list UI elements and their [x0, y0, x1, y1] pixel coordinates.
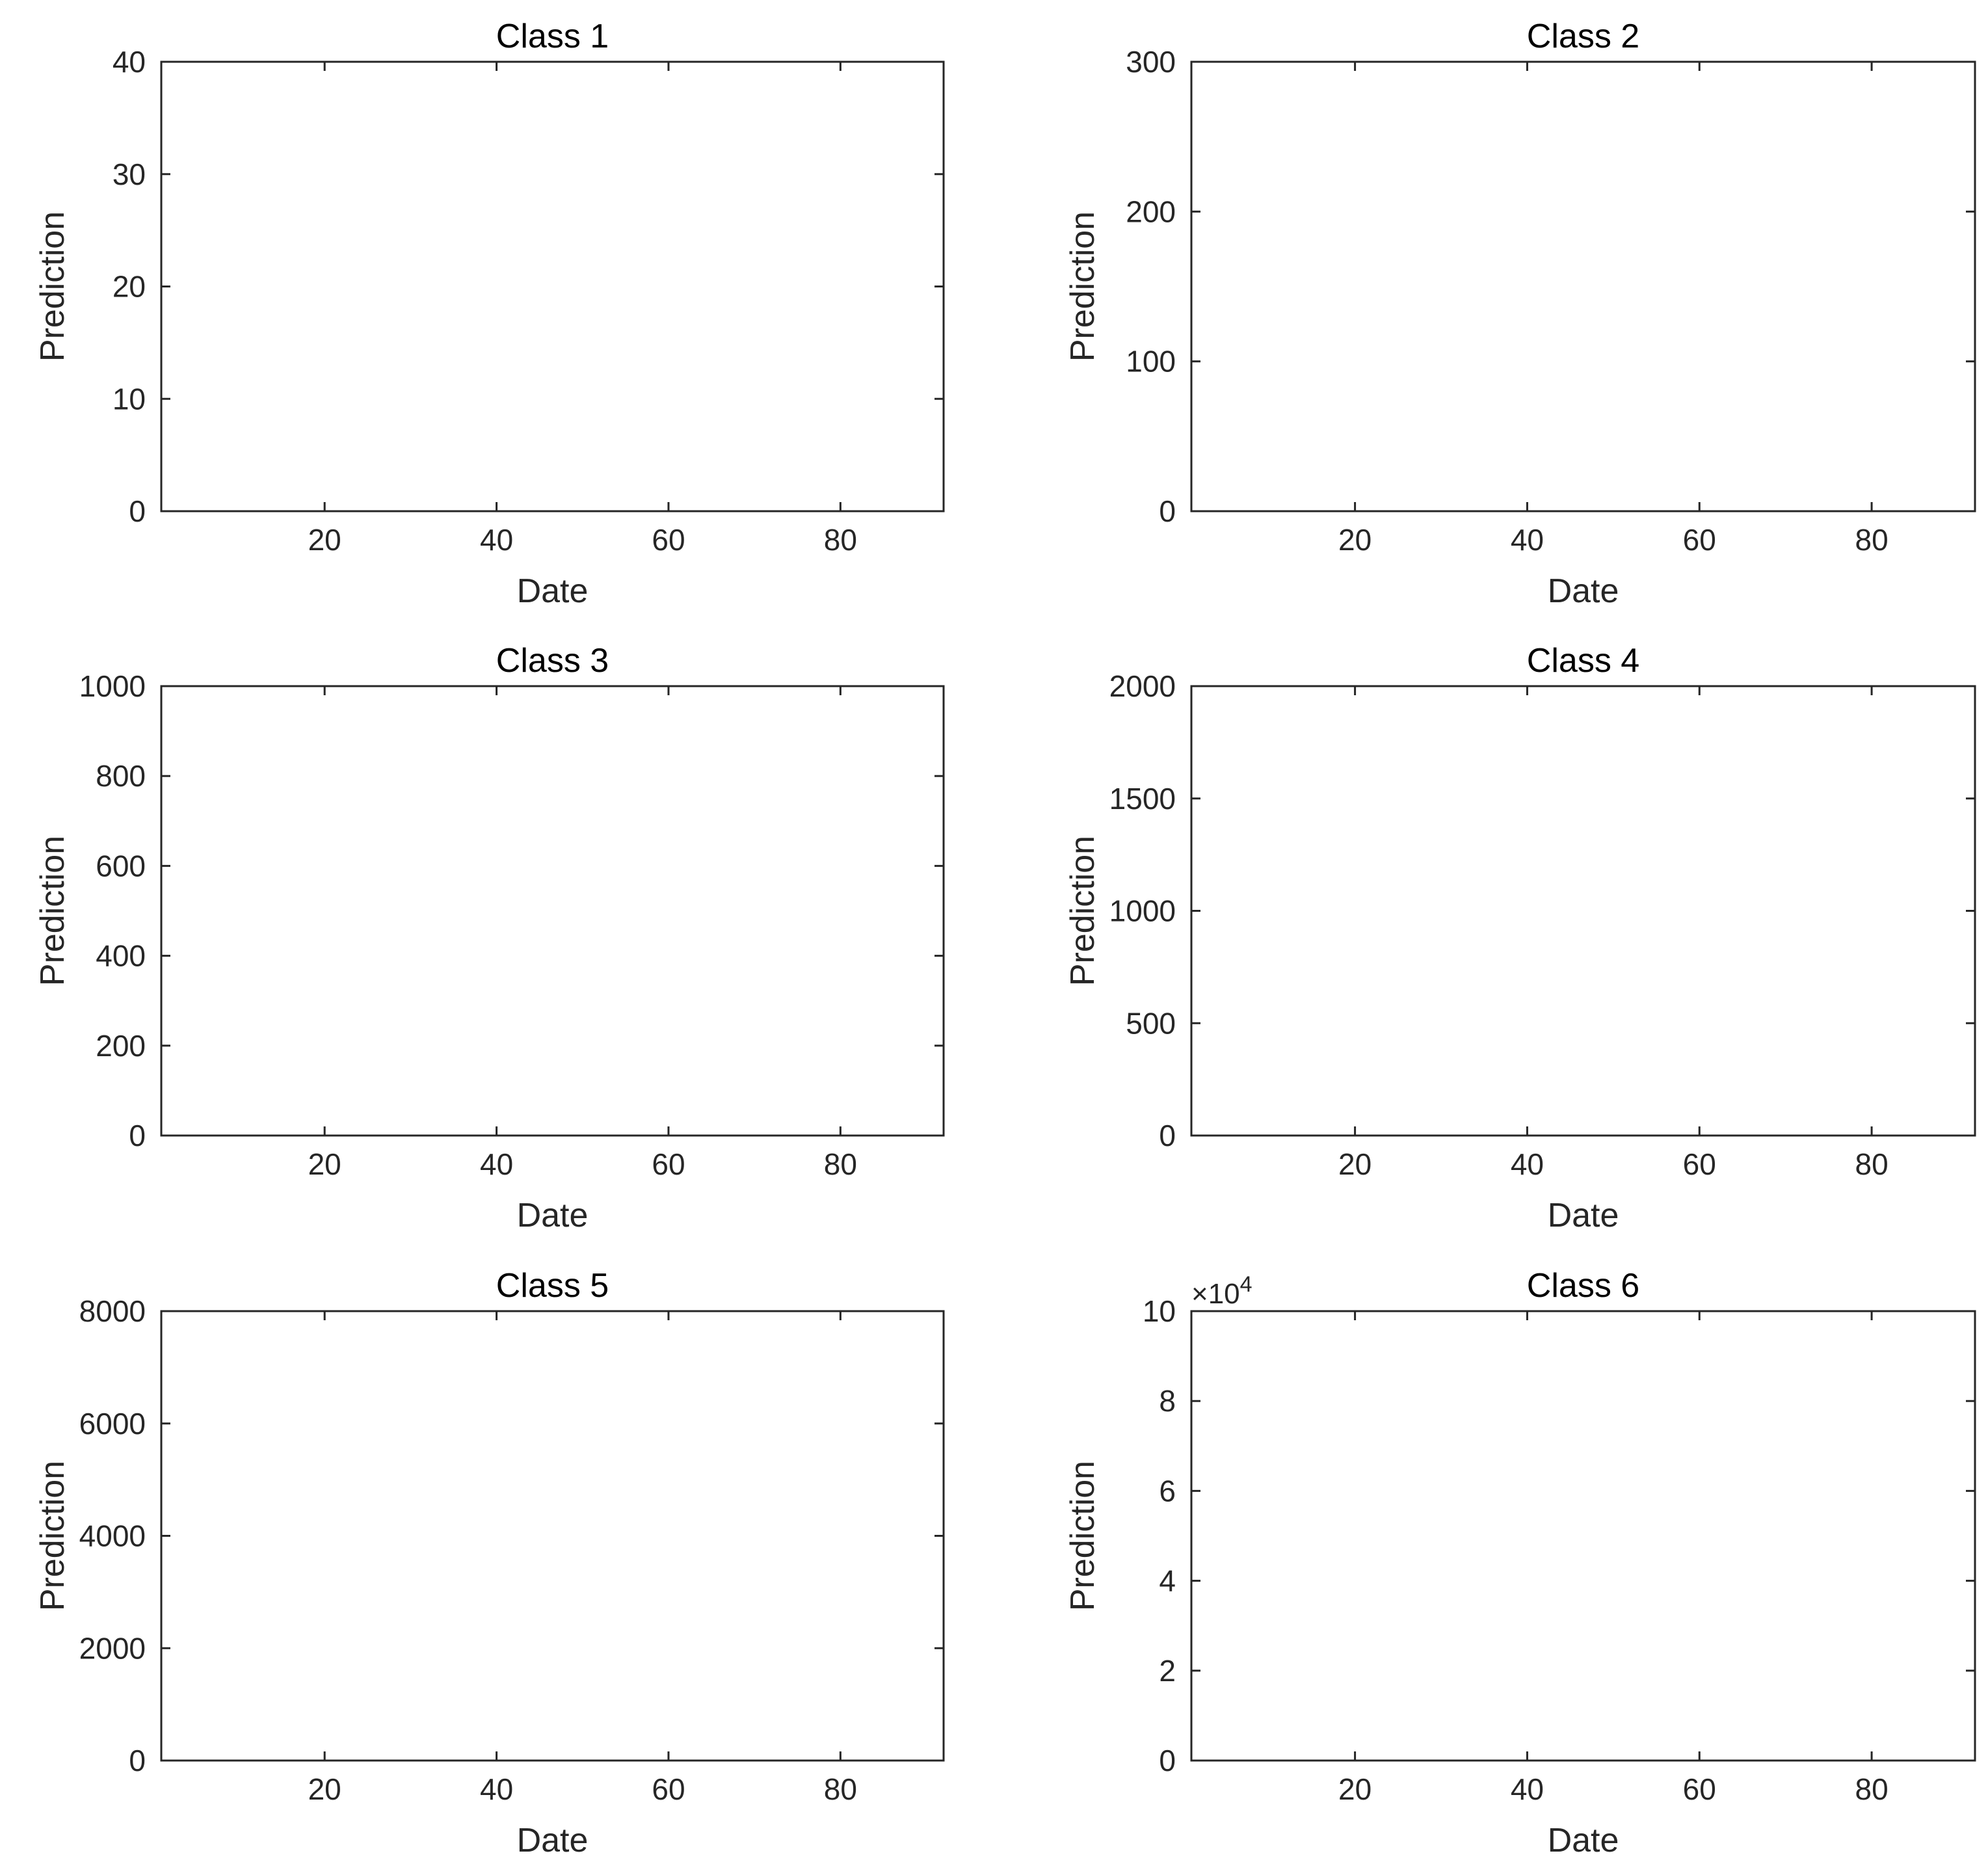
y-tick-label: 2000 — [79, 1631, 146, 1665]
y-tick-label: 40 — [113, 45, 146, 79]
chart-panel-2: series-1series-2series-3series-4series-5… — [1064, 18, 1976, 610]
y-tick-label: 1000 — [79, 669, 146, 703]
y-tick-label: 1000 — [1109, 894, 1176, 928]
x-tick-label: 40 — [480, 1147, 513, 1181]
y-tick-label: 500 — [1126, 1006, 1176, 1040]
y-tick-label: 200 — [1126, 194, 1176, 228]
x-tick-label: 20 — [1338, 523, 1372, 557]
axes-box — [1190, 60, 1976, 512]
axes-box — [160, 1310, 945, 1762]
chart-title: Class 6 — [1527, 1267, 1639, 1305]
x-tick-label: 40 — [1511, 523, 1544, 557]
y-axis-label: Prediction — [34, 211, 72, 362]
y-tick-label: 200 — [96, 1029, 146, 1063]
y-tick-label: 0 — [129, 1119, 146, 1152]
y-tick-label: 2000 — [1109, 669, 1176, 703]
chart-panel-6: series-1series-2series-3series-4series-5… — [1064, 1267, 1976, 1859]
x-tick-label: 40 — [480, 523, 513, 557]
y-tick-label: 4 — [1159, 1564, 1176, 1598]
y-tick-label: 800 — [96, 759, 146, 793]
x-tick-label: 80 — [824, 1147, 857, 1181]
x-axis-label: Date — [517, 1822, 589, 1859]
y-tick-label: 400 — [96, 939, 146, 973]
y-axis-label: Prediction — [1064, 1461, 1102, 1611]
chart-title: Class 2 — [1527, 18, 1639, 55]
x-axis-label: Date — [1548, 572, 1619, 610]
y-axis-label: Prediction — [1064, 211, 1102, 362]
chart-panel-1: series-1series-2series-3series-4series-5… — [34, 18, 945, 610]
x-tick-label: 40 — [480, 1772, 513, 1806]
y-tick-label: 8000 — [79, 1294, 146, 1328]
chart-title: Class 1 — [496, 18, 609, 55]
y-tick-label: 300 — [1126, 45, 1176, 79]
chart-title: Class 5 — [496, 1267, 609, 1305]
x-tick-label: 20 — [1338, 1772, 1372, 1806]
y-tick-label: 2 — [1159, 1654, 1176, 1688]
y-tick-label: 10 — [113, 382, 146, 416]
x-tick-label: 80 — [1855, 523, 1889, 557]
x-tick-label: 80 — [824, 523, 857, 557]
y-tick-label: 0 — [1159, 1119, 1176, 1152]
axes-box — [1190, 1310, 1976, 1762]
x-tick-label: 40 — [1511, 1147, 1544, 1181]
x-tick-label: 20 — [1338, 1147, 1372, 1181]
y-tick-label: 6000 — [79, 1407, 146, 1441]
x-tick-label: 60 — [652, 1772, 685, 1806]
y-axis-label: Prediction — [1064, 836, 1102, 986]
chart-panel-4: series-1series-2series-3series-4series-5… — [1064, 642, 1976, 1234]
y-exponent-power: 4 — [1240, 1272, 1252, 1297]
x-tick-label: 60 — [1683, 1147, 1716, 1181]
x-tick-label: 80 — [824, 1772, 857, 1806]
chart-title: Class 4 — [1527, 642, 1639, 680]
figure-panels: series-1series-2series-3series-4series-5… — [34, 18, 1976, 1859]
x-tick-label: 60 — [1683, 1772, 1716, 1806]
axes-box — [160, 60, 945, 512]
axes-box — [1190, 685, 1976, 1137]
y-tick-label: 600 — [96, 849, 146, 883]
x-tick-label: 80 — [1855, 1772, 1889, 1806]
x-tick-label: 20 — [308, 1772, 341, 1806]
y-tick-label: 4000 — [79, 1519, 146, 1553]
y-tick-label: 100 — [1126, 345, 1176, 379]
y-tick-label: 0 — [1159, 1744, 1176, 1777]
x-axis-label: Date — [1548, 1822, 1619, 1859]
chart-title: Class 3 — [496, 642, 609, 680]
y-tick-label: 0 — [129, 1744, 146, 1777]
y-tick-label: 6 — [1159, 1474, 1176, 1508]
x-tick-label: 60 — [1683, 523, 1716, 557]
x-axis-label: Date — [1548, 1197, 1619, 1234]
y-tick-label: 10 — [1143, 1294, 1176, 1328]
chart-panel-5: series-1series-2series-3series-4series-5… — [34, 1267, 945, 1859]
y-tick-label: 0 — [1159, 494, 1176, 528]
y-tick-label: 30 — [113, 157, 146, 191]
x-tick-label: 60 — [652, 523, 685, 557]
y-axis-label: Prediction — [34, 836, 72, 986]
x-tick-label: 60 — [652, 1147, 685, 1181]
y-tick-label: 20 — [113, 270, 146, 304]
x-tick-label: 80 — [1855, 1147, 1889, 1181]
x-tick-label: 40 — [1511, 1772, 1544, 1806]
x-axis-label: Date — [517, 1197, 589, 1234]
x-axis-label: Date — [517, 572, 589, 610]
x-tick-label: 20 — [308, 523, 341, 557]
x-tick-label: 20 — [308, 1147, 341, 1181]
y-exponent-label: ×104 — [1191, 1272, 1252, 1310]
y-axis-label: Prediction — [34, 1461, 72, 1611]
chart-panel-3: series-1series-2series-3series-4series-5… — [34, 642, 945, 1234]
y-tick-label: 0 — [129, 494, 146, 528]
y-tick-label: 1500 — [1109, 782, 1176, 816]
y-tick-label: 8 — [1159, 1384, 1176, 1418]
axes-box — [160, 685, 945, 1137]
